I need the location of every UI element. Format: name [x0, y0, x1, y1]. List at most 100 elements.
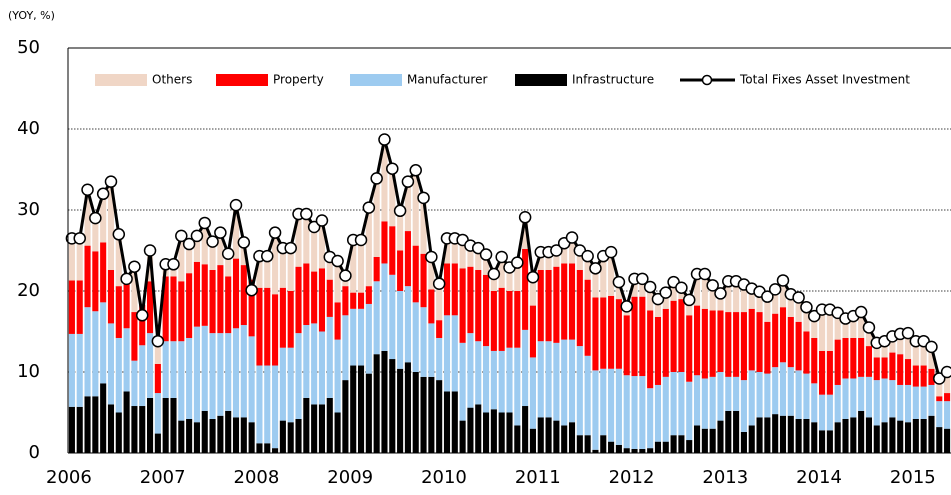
- line-marker: [776, 274, 790, 287]
- bar-segment: [670, 282, 677, 301]
- bar-segment: [678, 299, 685, 372]
- bar-segment: [631, 448, 638, 453]
- bar-segment: [256, 256, 263, 288]
- legend-swatch: [216, 74, 268, 86]
- bar-segment: [287, 347, 294, 423]
- line-marker: [339, 269, 352, 282]
- bar-segment: [506, 347, 513, 413]
- line-marker: [81, 183, 94, 196]
- bar-segment: [373, 354, 380, 453]
- bar-segment: [615, 282, 622, 300]
- bar-segment: [131, 266, 138, 313]
- line-marker: [768, 283, 782, 296]
- bar-segment: [170, 341, 177, 398]
- bar-segment: [201, 222, 208, 265]
- bar-segment: [357, 365, 365, 453]
- bar-segment: [693, 425, 701, 453]
- bar-segment: [131, 406, 138, 453]
- line-marker: [659, 286, 673, 299]
- bar-segment: [334, 339, 341, 413]
- line-marker: [151, 334, 165, 348]
- bar-segment: [615, 368, 622, 445]
- bar-segment: [686, 299, 693, 316]
- bar-segment: [389, 226, 396, 275]
- bar-segment: [201, 410, 208, 453]
- bar-segment: [772, 367, 779, 415]
- bar-segment: [459, 420, 466, 453]
- bar-segment: [115, 234, 122, 287]
- bar-segment: [209, 269, 216, 334]
- bar-segment: [662, 441, 669, 453]
- bar-segment: [318, 404, 326, 453]
- bar-segment: [553, 250, 560, 267]
- bar-segment: [936, 401, 943, 428]
- bar-segment: [647, 388, 654, 449]
- bar-segment: [740, 284, 747, 313]
- x-tick-label: 2007: [140, 467, 186, 488]
- bar-segment: [365, 207, 372, 287]
- bar-segment: [592, 449, 599, 453]
- bar-segment: [357, 308, 365, 366]
- bar-segment: [811, 337, 818, 384]
- bar-segment: [107, 323, 115, 405]
- bar-segment: [107, 404, 115, 453]
- bar-segment: [936, 427, 943, 453]
- line-marker: [620, 300, 633, 313]
- bar-segment: [381, 139, 388, 222]
- bar-segment: [748, 308, 755, 371]
- bar-segment: [858, 337, 865, 377]
- x-tick-label: 2009: [327, 467, 373, 488]
- bar-segment: [295, 333, 302, 419]
- bar-segment: [287, 422, 294, 453]
- bar-segment: [373, 281, 380, 355]
- bar-segment: [68, 280, 75, 334]
- bar-segment: [787, 367, 794, 416]
- y-axis-label: (YOY, %): [8, 9, 55, 22]
- bar-segment: [873, 357, 880, 381]
- bar-segment: [506, 412, 513, 453]
- bar-segment: [334, 302, 341, 340]
- bar-segment: [537, 341, 544, 418]
- bar-segment: [865, 417, 872, 453]
- bar-segment: [334, 412, 341, 453]
- bar-segment: [326, 256, 333, 280]
- bar-segment: [740, 380, 747, 432]
- bar-segment: [326, 397, 333, 453]
- bar-segment: [436, 283, 443, 321]
- bar-segment: [193, 235, 200, 262]
- bar-segment: [608, 441, 615, 453]
- bar-segment: [944, 393, 951, 402]
- line-marker: [940, 365, 951, 379]
- bar-segment: [436, 380, 443, 453]
- bar-segment: [529, 357, 536, 429]
- bar-segment: [232, 328, 240, 418]
- bar-segment: [584, 355, 591, 436]
- bar-segment: [834, 312, 841, 340]
- bar-segment: [764, 321, 771, 374]
- line-marker: [933, 372, 946, 385]
- bar-segment: [279, 420, 286, 453]
- bar-segment: [467, 245, 474, 267]
- bar-segment: [936, 378, 943, 397]
- bar-segment: [787, 316, 794, 368]
- bar-segment: [850, 337, 857, 379]
- bar-segment: [498, 350, 505, 413]
- bar-segment: [514, 291, 521, 348]
- bar-segment: [568, 263, 576, 340]
- bar-segment: [248, 336, 255, 423]
- bar-segment: [490, 409, 497, 453]
- bar-segment: [881, 422, 888, 453]
- bar-segment: [686, 315, 693, 382]
- bar-segment: [295, 266, 302, 334]
- bar-segment: [514, 262, 521, 291]
- bar-segment: [834, 422, 841, 453]
- bar-segment: [568, 237, 576, 264]
- bar-segment: [881, 378, 888, 423]
- bar-segment: [733, 410, 740, 453]
- bar-segment: [147, 281, 154, 334]
- bar-segment: [350, 365, 357, 453]
- line-marker: [854, 305, 868, 319]
- legend-swatch: [95, 74, 147, 86]
- bar-segment: [787, 415, 794, 453]
- line-marker: [104, 175, 118, 188]
